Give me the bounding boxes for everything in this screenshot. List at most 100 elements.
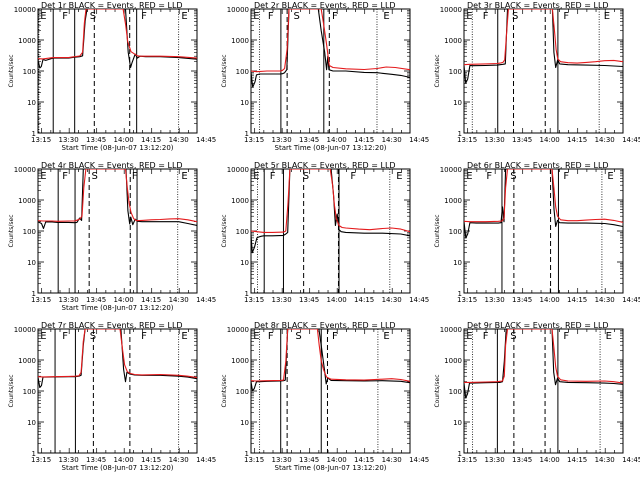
series-line-lld	[38, 9, 197, 60]
series-line-events	[464, 169, 623, 239]
y-tick-label: 10	[27, 419, 36, 427]
y-tick-label: 100	[236, 388, 249, 396]
region-label: S	[92, 171, 98, 182]
x-tick-label: 14:00	[540, 296, 560, 304]
region-label: S	[295, 331, 301, 342]
panel-title: Det 3r BLACK = Events, RED = LLD	[467, 1, 609, 10]
region-label: E	[396, 171, 402, 182]
x-tick-label: 14:15	[141, 136, 161, 144]
region-label: S	[90, 331, 96, 342]
series-line-events	[251, 9, 410, 88]
region-label: F	[563, 11, 569, 22]
region-label: F	[62, 11, 68, 22]
region-label: F	[62, 331, 68, 342]
plot-frame	[250, 328, 411, 454]
plot-data	[38, 9, 197, 133]
plot-data	[464, 169, 623, 293]
x-tick-label: 14:45	[409, 136, 429, 144]
y-tick-label: 1000	[18, 357, 36, 365]
series-line-lld	[38, 169, 197, 223]
y-tick-label: 100	[23, 68, 36, 76]
y-tick-label: 1	[458, 290, 462, 298]
x-tick-label: 13:15	[31, 456, 51, 464]
x-tick-label: 14:30	[382, 136, 402, 144]
x-tick-label: 14:30	[382, 296, 402, 304]
y-tick-label: 1	[32, 290, 36, 298]
x-tick-label: 13:45	[512, 296, 532, 304]
y-tick-label: 1	[32, 130, 36, 138]
y-tick-label: 1000	[231, 357, 249, 365]
plot-frame	[37, 168, 198, 294]
region-label: E	[253, 171, 259, 182]
region-label: F	[268, 331, 274, 342]
panel-det-1r: 1 10 100 1000 10000 13:15 13:30 13:45 14:00 14:15…	[8, 1, 216, 152]
y-tick-label: 1	[32, 450, 36, 458]
x-tick-label: 14:45	[196, 456, 216, 464]
plot-data	[251, 9, 410, 133]
series-line-lld	[464, 329, 623, 384]
y-tick-label: 1000	[18, 197, 36, 205]
plot-frame	[463, 328, 624, 454]
region-label: F	[141, 11, 147, 22]
panel-title: Det 6r BLACK = Events, RED = LLD	[467, 161, 609, 170]
region-label: E	[40, 171, 46, 182]
x-tick-label: 13:30	[485, 136, 505, 144]
x-tick-label: 13:15	[457, 456, 477, 464]
x-tick-label: 13:45	[299, 456, 319, 464]
region-label: S	[90, 11, 96, 22]
y-tick-label: 10000	[227, 6, 249, 14]
series-line-lld	[251, 9, 410, 73]
x-tick-label: 13:15	[244, 136, 264, 144]
region-label: E	[466, 11, 472, 22]
y-tick-label: 100	[236, 68, 249, 76]
x-tick-label: 14:15	[567, 456, 587, 464]
x-tick-label: 14:00	[114, 456, 134, 464]
x-tick-label: 13:45	[512, 136, 532, 144]
y-tick-label: 1000	[231, 197, 249, 205]
panel-det-4r: 1 10 100 1000 10000 13:15 13:30 13:45 14:00 14:15…	[8, 161, 216, 312]
y-axis-label: Counts/sec	[221, 54, 228, 87]
y-tick-label: 10	[453, 419, 462, 427]
series-line-lld	[251, 169, 410, 233]
region-label: F	[483, 331, 489, 342]
series-line-events	[464, 9, 623, 84]
y-tick-label: 1000	[444, 37, 462, 45]
y-tick-label: 100	[23, 388, 36, 396]
series-line-lld	[464, 9, 623, 66]
y-axis-label: Counts/sec	[8, 214, 15, 247]
plot-frame	[37, 328, 198, 454]
region-label: E	[181, 171, 187, 182]
y-axis-label: Counts/sec	[8, 54, 15, 87]
x-tick-label: 13:15	[31, 136, 51, 144]
series-line-lld	[38, 329, 197, 379]
y-tick-label: 1	[458, 130, 462, 138]
region-label: E	[253, 331, 259, 342]
x-tick-label: 14:15	[141, 456, 161, 464]
region-label: S	[294, 11, 300, 22]
x-tick-label: 14:30	[169, 296, 189, 304]
panel-det-5r: 1 10 100 1000 10000 13:15 13:30 13:45 14:00 14:15…	[221, 161, 429, 304]
region-label: F	[132, 171, 138, 182]
y-tick-label: 10	[240, 99, 249, 107]
x-tick-label: 14:45	[622, 296, 640, 304]
region-label: F	[486, 171, 492, 182]
x-tick-label: 14:15	[354, 136, 374, 144]
series-line-lld	[464, 169, 623, 223]
region-label: E	[253, 11, 259, 22]
region-label: F	[563, 171, 569, 182]
x-tick-label: 13:45	[86, 136, 106, 144]
panel-title: Det 7r BLACK = Events, RED = LLD	[41, 321, 183, 330]
region-label: F	[332, 11, 338, 22]
x-tick-label: 14:30	[169, 456, 189, 464]
x-tick-label: 14:00	[540, 136, 560, 144]
x-tick-label: 14:45	[622, 136, 640, 144]
region-label: F	[483, 11, 489, 22]
y-axis-label: Counts/sec	[221, 214, 228, 247]
region-label: E	[466, 331, 472, 342]
x-axis-label: Start Time (08-Jun-07 13:12:20)	[275, 464, 387, 472]
panel-title: Det 1r BLACK = Events, RED = LLD	[41, 1, 183, 10]
region-label: F	[141, 331, 147, 342]
y-tick-label: 1	[245, 130, 249, 138]
y-axis-label: Counts/sec	[434, 374, 441, 407]
region-label: E	[40, 11, 46, 22]
